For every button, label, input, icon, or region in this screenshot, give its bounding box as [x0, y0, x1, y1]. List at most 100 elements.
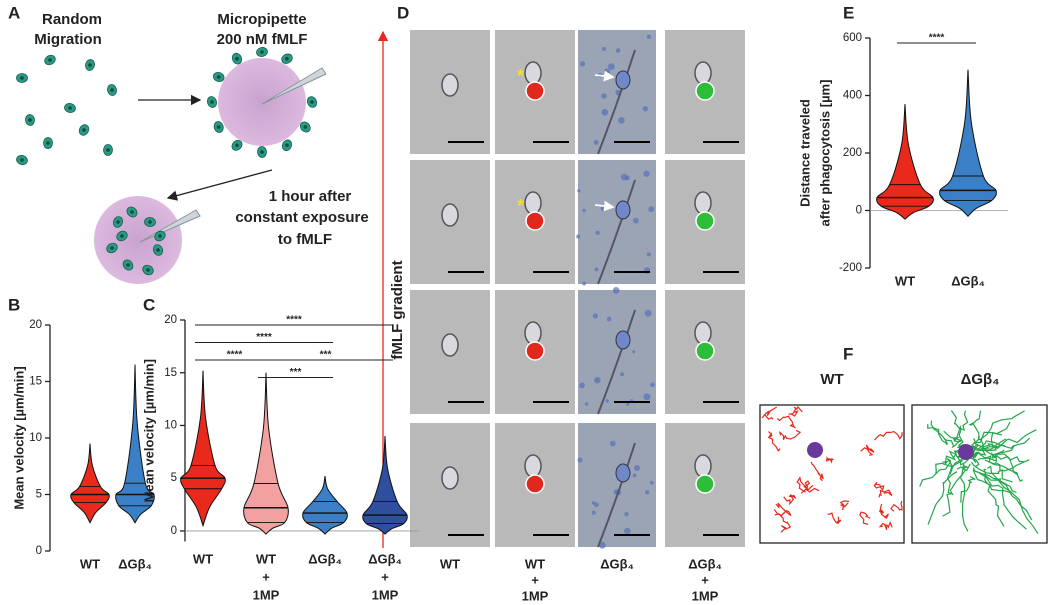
- fiber: [597, 49, 636, 155]
- debris: [591, 510, 596, 515]
- nucleus: [116, 220, 120, 224]
- debris: [577, 457, 583, 463]
- nucleus: [158, 234, 162, 238]
- debris: [624, 511, 629, 517]
- cell: [441, 333, 459, 357]
- cell: [524, 61, 542, 85]
- violin: [876, 104, 934, 220]
- track: [974, 438, 1007, 457]
- debris: [594, 376, 601, 384]
- track: [984, 474, 1033, 521]
- track: [942, 465, 954, 517]
- a-text: Random: [42, 11, 102, 28]
- debris: [593, 139, 599, 145]
- nucleus: [260, 150, 264, 154]
- asterisk: *: [517, 196, 524, 216]
- significance-label: ****: [929, 33, 945, 44]
- debris: [592, 313, 599, 319]
- debris: [601, 93, 607, 99]
- pointer: [594, 200, 615, 212]
- column-label: 1MP: [692, 588, 719, 603]
- nucleus: [106, 148, 110, 152]
- nucleus: [303, 125, 308, 129]
- debris: [649, 480, 654, 485]
- bead: [525, 341, 545, 361]
- debris: [644, 309, 652, 317]
- x-tick-label: ΔGβ₄: [118, 556, 152, 571]
- track: [927, 471, 958, 525]
- violin: [302, 476, 348, 535]
- y-axis-label: Distance traveled: [797, 99, 812, 207]
- bead: [525, 81, 545, 101]
- track: [874, 430, 903, 441]
- debris: [601, 109, 609, 116]
- cell: [694, 321, 712, 345]
- debris: [582, 208, 586, 213]
- debris: [632, 473, 637, 478]
- debris: [648, 206, 655, 213]
- pipette: [139, 209, 201, 243]
- x-tick-label: WT: [80, 556, 100, 571]
- violin: [243, 372, 289, 535]
- x-tick-label: WT: [256, 551, 276, 566]
- column-label: WT: [525, 556, 545, 571]
- y-axis-label: Mean velocity [µm/min]: [11, 366, 26, 509]
- track: [970, 440, 1006, 451]
- column-label: 1MP: [522, 588, 549, 603]
- significance-label: ***: [290, 367, 302, 378]
- debris: [646, 252, 651, 257]
- cell: [441, 466, 459, 490]
- panel-label: D: [397, 3, 409, 22]
- y-tick-label: 10: [29, 432, 42, 444]
- track: [796, 476, 808, 494]
- nucleus: [285, 56, 289, 61]
- track: [991, 453, 1024, 482]
- nucleus: [110, 246, 114, 250]
- nucleus: [260, 50, 264, 54]
- nucleus: [285, 143, 289, 148]
- debris: [643, 170, 650, 177]
- y-axis-label: after phagocytosis [µm]: [817, 80, 832, 227]
- gradient-zone: [218, 58, 306, 146]
- nucleus: [46, 141, 50, 145]
- track: [776, 415, 797, 429]
- y-tick-label: 20: [29, 319, 42, 331]
- track: [978, 472, 1027, 530]
- debris: [598, 541, 606, 549]
- track: [970, 461, 1013, 483]
- nucleus: [235, 56, 239, 61]
- bead: [525, 211, 545, 231]
- a-text: constant exposure: [235, 209, 368, 226]
- track: [859, 511, 871, 525]
- debris: [646, 34, 652, 40]
- nucleus: [216, 125, 221, 129]
- y-tick-label: 5: [171, 472, 177, 484]
- a-text: Micropipette: [217, 11, 306, 28]
- significance-label: ***: [320, 350, 332, 361]
- track: [980, 437, 1031, 449]
- debris: [618, 117, 625, 124]
- a-text: Migration: [34, 31, 102, 48]
- debris: [642, 105, 649, 112]
- pipette-tip: [807, 442, 823, 458]
- track: [761, 406, 777, 420]
- bead: [695, 474, 715, 494]
- debris: [634, 464, 641, 471]
- track: [767, 431, 781, 452]
- debris: [620, 173, 628, 181]
- track: [878, 489, 893, 498]
- track: [942, 450, 957, 466]
- bead: [525, 474, 545, 494]
- track: [860, 444, 875, 456]
- significance-label: ****: [286, 315, 302, 326]
- track-box: [759, 404, 905, 544]
- a-text: 1 hour after: [269, 188, 352, 205]
- cell: [694, 61, 712, 85]
- nucleus: [48, 58, 52, 62]
- cell: [615, 70, 631, 90]
- nucleus: [216, 75, 221, 79]
- track-title: ΔGβ₄: [961, 371, 1000, 388]
- panel-label: C: [143, 295, 155, 314]
